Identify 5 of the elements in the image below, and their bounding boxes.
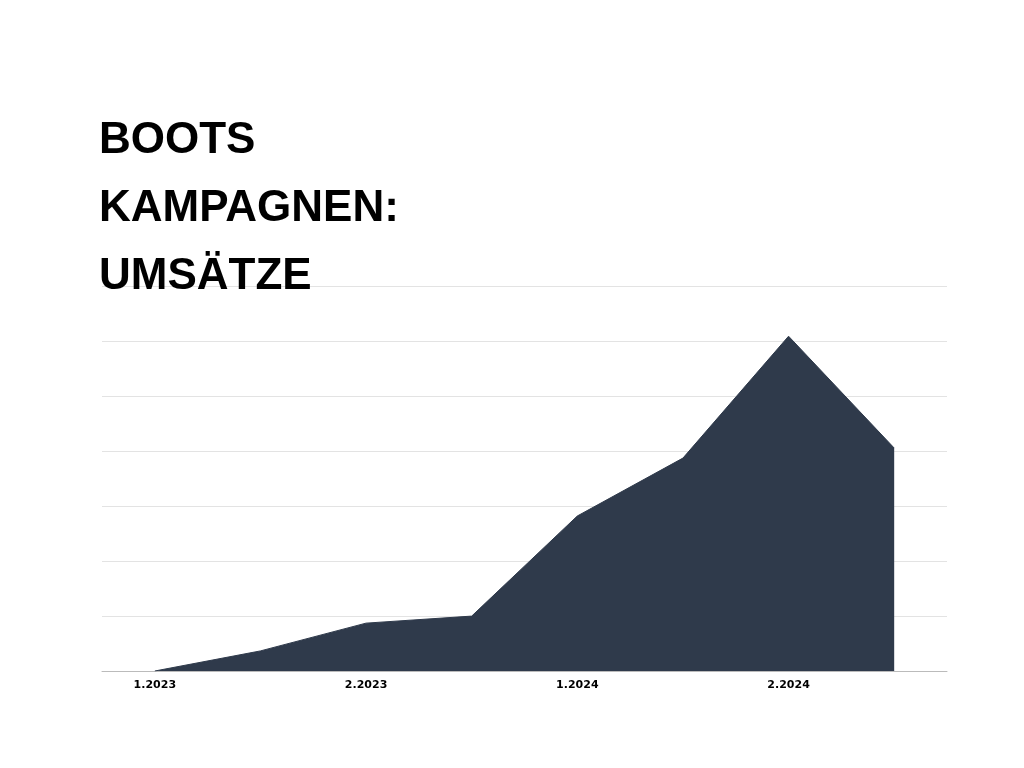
x-tick-label: 2.2023 [344, 678, 388, 691]
x-tick-label: 1.2024 [556, 678, 599, 691]
x-tick-label: 2.2024 [767, 678, 811, 691]
chart-title: BOOTS KAMPAGNEN: UMSÄTZE [99, 112, 412, 298]
x-tick-label: 1.2023 [133, 678, 177, 691]
